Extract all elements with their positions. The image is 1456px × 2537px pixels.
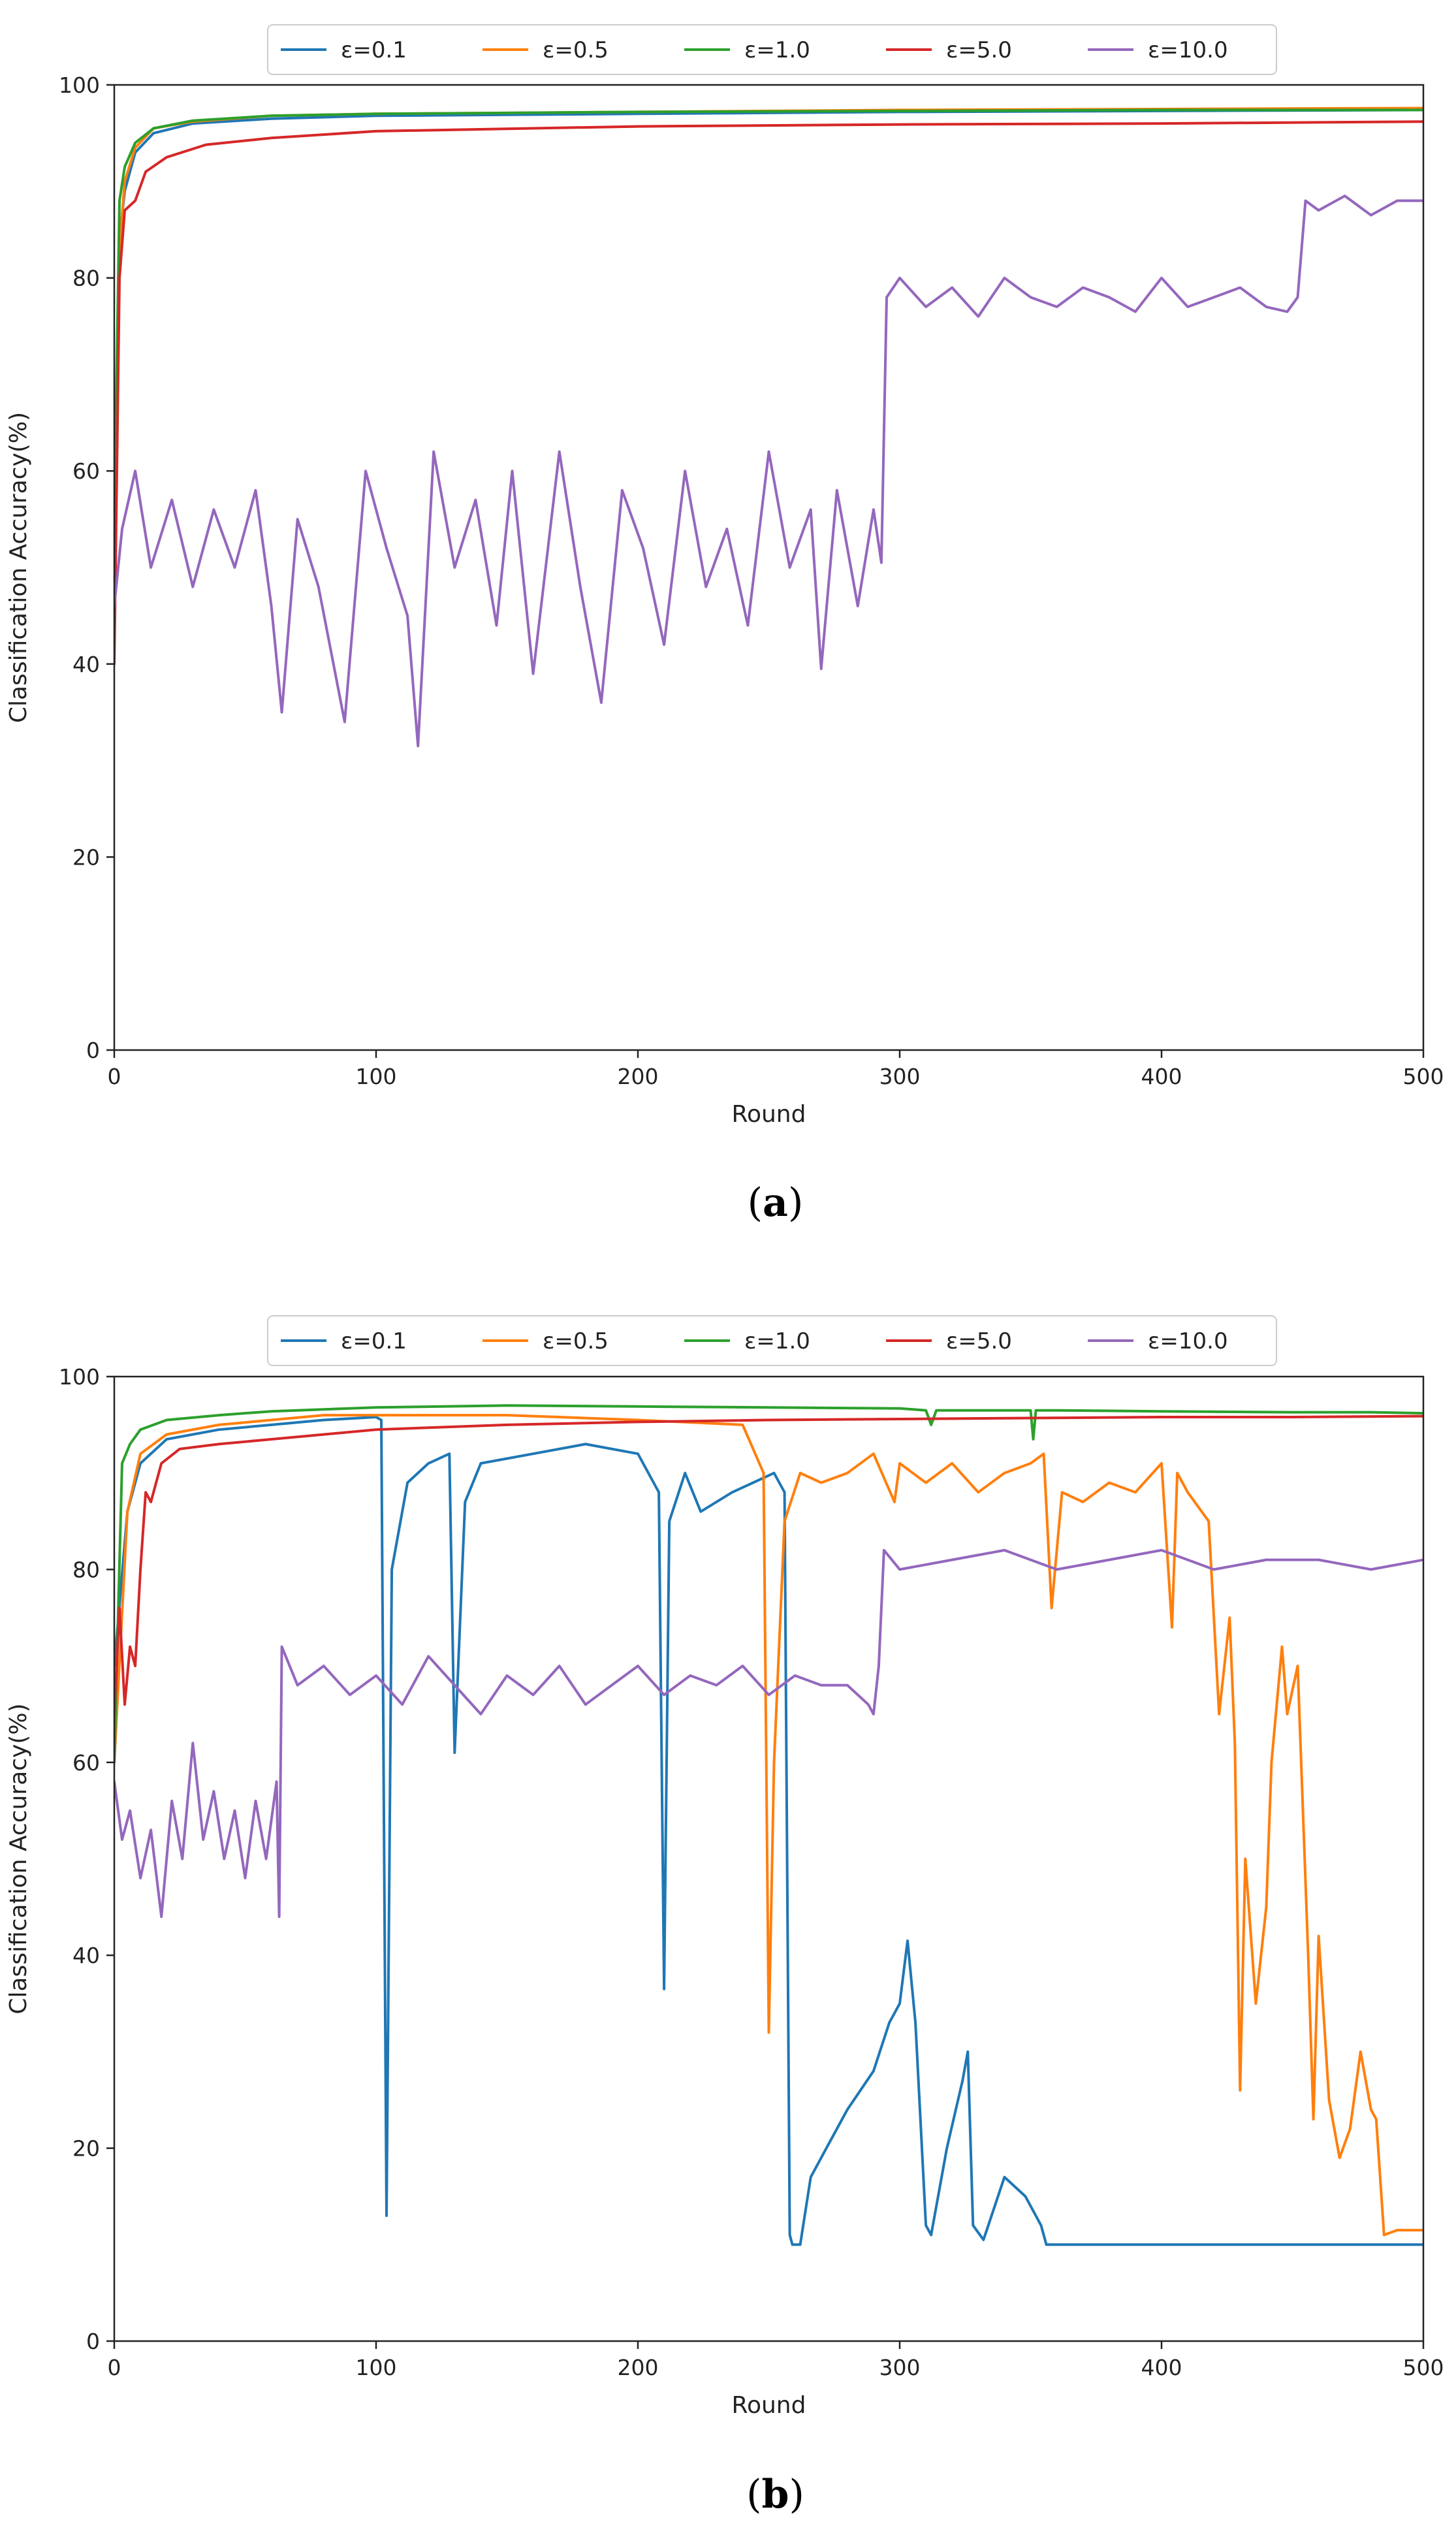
x-tick-label: 300 xyxy=(879,2355,921,2380)
x-tick-label: 300 xyxy=(879,1064,921,1089)
series-line-eps_0_5 xyxy=(114,1414,1423,2237)
caption-open-paren: ( xyxy=(748,1180,763,1226)
x-tick-label: 500 xyxy=(1403,2355,1444,2380)
legend-box xyxy=(267,1315,1277,1366)
plot-frame xyxy=(113,1375,1425,2342)
series-line-eps_0_1 xyxy=(114,108,1423,569)
x-tick-label: 400 xyxy=(1141,1064,1182,1089)
series-line-eps_1_0 xyxy=(114,1404,1423,1764)
x-tick-label: 500 xyxy=(1403,1064,1444,1089)
series-group xyxy=(114,1404,1423,2246)
x-tick-label: 100 xyxy=(356,1064,397,1089)
legend-label-eps_0_1: ε=0.1 xyxy=(341,37,407,63)
legend-label-eps_5_0: ε=5.0 xyxy=(946,37,1012,63)
x-tick-label: 400 xyxy=(1141,2355,1182,2380)
y-axis-label: Classification Accuracy(%) xyxy=(5,412,32,723)
caption-close-paren: ) xyxy=(788,1180,803,1226)
y-axis-label: Classification Accuracy(%) xyxy=(5,1703,32,2014)
legend: ε=0.1 ε=0.5 ε=1.0 ε=5.0 ε=10.0 xyxy=(267,24,1277,75)
series-group xyxy=(114,106,1423,748)
caption-open-paren: ( xyxy=(746,2472,761,2517)
legend-label-eps_0_5: ε=0.5 xyxy=(543,37,609,63)
x-tick-label: 100 xyxy=(356,2355,397,2380)
legend-label-eps_0_1: ε=0.1 xyxy=(341,1328,407,1354)
legend: ε=0.1 ε=0.5 ε=1.0 ε=5.0 ε=10.0 xyxy=(267,1315,1277,1366)
legend-label-eps_10_0: ε=10.0 xyxy=(1148,37,1228,63)
legend-label-eps_5_0: ε=5.0 xyxy=(946,1328,1012,1354)
y-tick-label: 100 xyxy=(59,1364,100,1390)
y-tick-label: 100 xyxy=(59,72,100,98)
y-tick-label: 80 xyxy=(72,1557,100,1582)
legend-box xyxy=(267,24,1277,75)
y-tick-label: 0 xyxy=(86,1038,100,1063)
legend-label-eps_10_0: ε=10.0 xyxy=(1148,1328,1228,1354)
caption-close-paren: ) xyxy=(789,2472,804,2517)
series-line-eps_1_0 xyxy=(114,108,1423,521)
y-tick-label: 20 xyxy=(72,2136,100,2162)
chart-b: 0 100 200 300 400 500 0 20 40 60 80 100 Round Classif… xyxy=(5,1315,1444,2517)
legend-label-eps_0_5: ε=0.5 xyxy=(543,1328,609,1354)
series-line-eps_5_0 xyxy=(114,1414,1423,1715)
series-line-eps_0_5 xyxy=(114,106,1423,588)
plot-frame xyxy=(113,84,1425,1051)
caption-letter: a xyxy=(763,1180,788,1226)
series-line-eps_5_0 xyxy=(114,120,1423,665)
y-tick-label: 60 xyxy=(72,1750,100,1776)
chart-a: 0 100 200 300 400 500 0 20 40 60 80 100 Round Classif… xyxy=(5,24,1444,1226)
x-tick-label: 200 xyxy=(618,1064,659,1089)
series-line-eps_10_0 xyxy=(114,195,1423,748)
x-axis-label: Round xyxy=(732,2392,806,2419)
series-line-eps_10_0 xyxy=(114,1548,1423,1919)
y-tick-label: 40 xyxy=(72,652,100,677)
legend-label-eps_1_0: ε=1.0 xyxy=(744,37,810,63)
y-tick-label: 20 xyxy=(72,844,100,870)
x-tick-label: 0 xyxy=(108,2355,121,2380)
y-tick-label: 40 xyxy=(72,1943,100,1968)
x-tick-label: 0 xyxy=(108,1064,121,1089)
x-tick-label: 200 xyxy=(618,2355,659,2380)
legend-label-eps_1_0: ε=1.0 xyxy=(744,1328,810,1354)
panel-caption: (a) xyxy=(748,1180,804,1226)
y-tick-label: 60 xyxy=(72,458,100,484)
x-axis-label: Round xyxy=(732,1101,806,1128)
y-tick-label: 80 xyxy=(72,266,100,291)
panel-caption: (b) xyxy=(746,2472,804,2517)
caption-letter: b xyxy=(762,2472,789,2517)
series-line-eps_0_1 xyxy=(114,1416,1423,2246)
y-tick-label: 0 xyxy=(86,2329,100,2354)
